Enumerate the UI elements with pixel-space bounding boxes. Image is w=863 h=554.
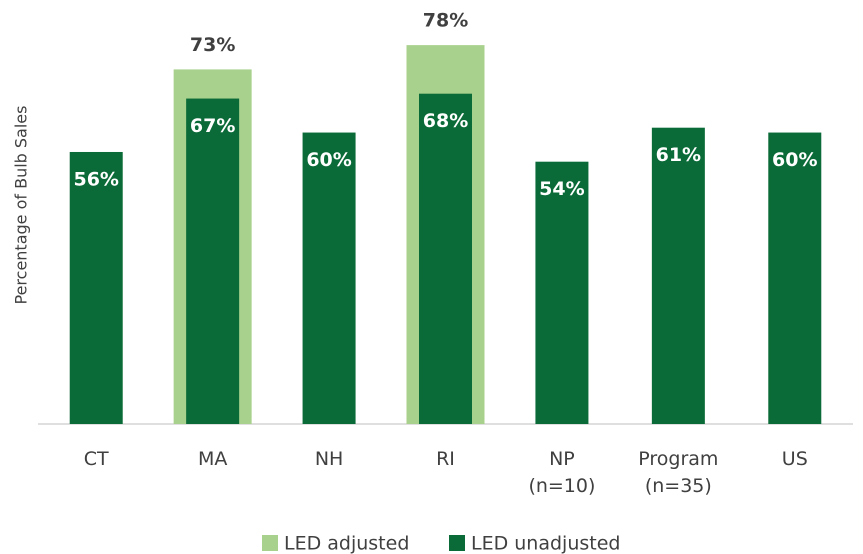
x-tick-text: RI bbox=[436, 448, 455, 470]
x-tick-label: Program (n=35) bbox=[618, 446, 738, 500]
data-label: 67% bbox=[190, 115, 235, 137]
bar bbox=[302, 132, 356, 424]
x-tick-label: NH bbox=[269, 446, 389, 473]
data-label: 78% bbox=[423, 10, 468, 32]
bar bbox=[419, 93, 472, 424]
data-label: 68% bbox=[423, 110, 468, 132]
bar bbox=[651, 127, 705, 425]
bar bbox=[69, 151, 123, 424]
legend-swatch bbox=[449, 535, 465, 551]
x-tick-text: NH bbox=[314, 448, 344, 470]
legend-label: LED unadjusted bbox=[471, 533, 620, 554]
data-label: 73% bbox=[190, 34, 235, 56]
legend-label: LED adjusted bbox=[284, 533, 409, 554]
x-tick-label: CT bbox=[36, 446, 156, 473]
x-tick-text: Program (n=35) bbox=[638, 448, 719, 497]
legend-swatch bbox=[262, 535, 278, 551]
x-tick-text: US bbox=[781, 448, 808, 470]
x-tick-label: US bbox=[735, 446, 855, 473]
data-label: 61% bbox=[656, 144, 701, 166]
x-tick-text: NP (n=10) bbox=[528, 448, 596, 497]
data-label: 56% bbox=[73, 168, 118, 190]
bar bbox=[535, 161, 589, 425]
bar bbox=[186, 98, 240, 424]
x-tick-label: NP (n=10) bbox=[502, 446, 622, 500]
y-axis-label: Percentage of Bulb Sales bbox=[12, 106, 31, 305]
x-tick-label: RI bbox=[386, 446, 506, 473]
data-label: 60% bbox=[772, 149, 817, 171]
bar bbox=[768, 132, 822, 424]
x-tick-text: CT bbox=[83, 448, 109, 470]
x-tick-label: MA bbox=[153, 446, 273, 473]
data-label: 54% bbox=[539, 178, 584, 200]
data-label: 60% bbox=[306, 149, 351, 171]
x-tick-text: MA bbox=[197, 448, 228, 470]
